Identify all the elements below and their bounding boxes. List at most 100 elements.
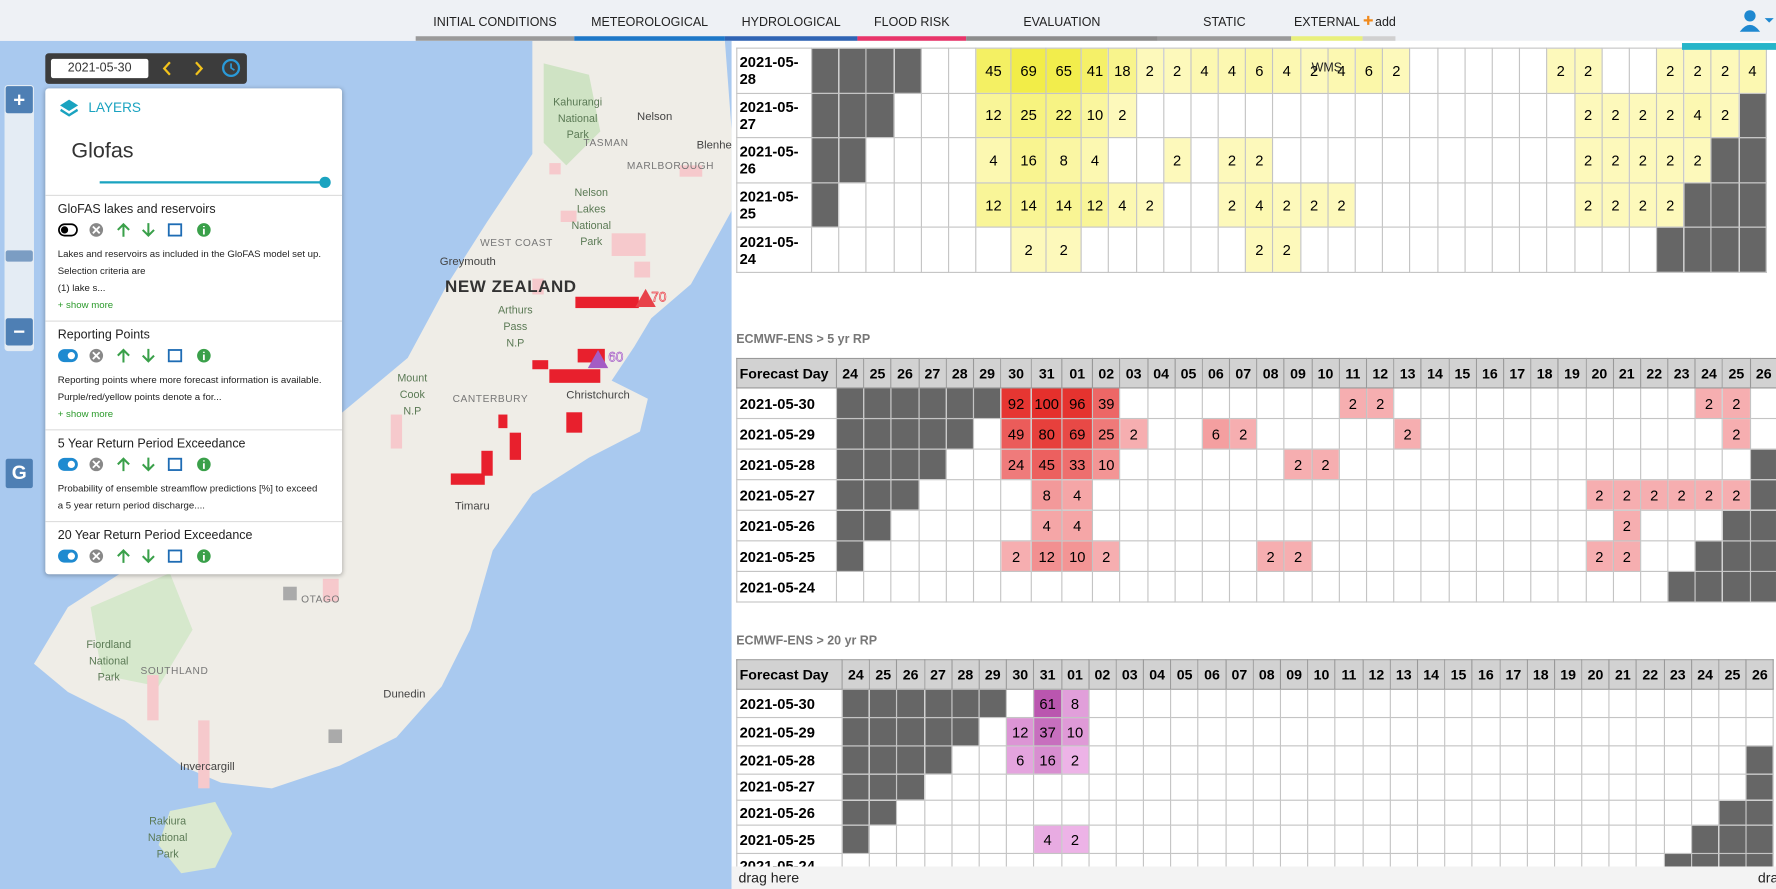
cell [1499, 824, 1528, 855]
cell [1530, 448, 1559, 481]
move-up[interactable] [117, 549, 130, 563]
zoom-in[interactable]: + [5, 86, 33, 114]
show-more[interactable]: + show more [57, 407, 114, 420]
date-input[interactable]: 2021-05-30 [50, 58, 149, 79]
cell [1416, 773, 1446, 801]
cell [945, 509, 975, 542]
nav-tab[interactable]: FLOOD RISK [857, 0, 967, 41]
cell: 2 [1573, 92, 1603, 139]
header-row: Forecast Day 24 25 26 27 28 29 30 31 01 02 03 04 05 06… [736, 659, 1775, 690]
map-label: National [572, 220, 611, 232]
cell [1190, 182, 1219, 229]
cell: 4 [1190, 47, 1219, 94]
zoom-extent[interactable] [167, 223, 183, 237]
nav-tab[interactable]: EXTERNAL WMS [1291, 0, 1363, 75]
nav-tab[interactable]: HYDROLOGICAL [724, 0, 858, 41]
cell [841, 799, 871, 826]
zoom-out[interactable]: − [5, 318, 33, 346]
opacity-slider[interactable] [99, 181, 324, 184]
map-label: Nelson [575, 187, 608, 199]
cell [1088, 799, 1117, 826]
cell [1228, 540, 1258, 572]
cell [951, 688, 980, 719]
cell [1475, 509, 1505, 542]
station-marker[interactable] [587, 349, 609, 369]
slider-knob[interactable] [319, 176, 331, 189]
cell [1416, 716, 1446, 747]
nav-tab[interactable]: METEOROLOGICAL [574, 0, 725, 41]
cell [841, 716, 871, 747]
user-icon[interactable] [1733, 0, 1776, 41]
cell: 2 [1683, 137, 1712, 184]
cell: 4 [1738, 47, 1767, 94]
layer-actions[interactable] [58, 347, 228, 365]
cell: 2 [1722, 417, 1751, 450]
plus [1363, 15, 1373, 25]
station-marker[interactable] [635, 288, 656, 307]
cell [1393, 387, 1422, 420]
zoom-handle[interactable] [5, 250, 33, 262]
cell [945, 540, 975, 572]
cell [1683, 182, 1712, 229]
cell [1365, 570, 1395, 603]
date-controls[interactable] [156, 53, 247, 84]
cell: 4 [1327, 47, 1356, 94]
cell: 2 [1683, 47, 1712, 94]
cell: 2 [1045, 226, 1082, 273]
nav-tab[interactable]: EVALUATION [966, 0, 1158, 41]
drag-handle[interactable]: drag here [1757, 869, 1776, 886]
g-button[interactable]: G [5, 458, 33, 489]
move-up[interactable] [117, 457, 130, 472]
nav-tab[interactable]: add [1362, 0, 1396, 41]
move-down[interactable] [141, 457, 155, 472]
row-date: 2021-05-25 [736, 540, 838, 572]
cell [1420, 387, 1450, 420]
nav-tab[interactable]: STATIC [1157, 0, 1292, 41]
cell [1000, 570, 1032, 603]
cell [1416, 799, 1446, 826]
cell [896, 824, 925, 855]
zoom-extent[interactable] [167, 349, 183, 363]
cell [1365, 540, 1395, 572]
cell [868, 773, 898, 801]
layer-actions[interactable] [58, 547, 228, 565]
zoom-extent[interactable] [167, 457, 183, 471]
cell [1393, 540, 1422, 572]
cell [1174, 570, 1203, 603]
cell [1444, 688, 1473, 719]
layer-actions[interactable] [58, 455, 228, 473]
cell: 6 [1245, 47, 1274, 94]
layer-actions[interactable] [58, 221, 228, 239]
move-up[interactable] [117, 348, 130, 363]
move-up[interactable] [117, 222, 130, 237]
cell [1389, 745, 1419, 775]
move-down[interactable] [141, 348, 155, 363]
cell: 2 [1245, 137, 1274, 184]
zoom-extent[interactable] [167, 549, 183, 563]
cell [1557, 387, 1587, 420]
cell [1382, 137, 1411, 184]
drag-handle[interactable]: drag here [738, 869, 800, 886]
row-date: 2021-05-27 [736, 773, 843, 801]
cell [810, 182, 840, 229]
cell: 2 [1722, 479, 1751, 511]
cell: 2 [1119, 417, 1148, 450]
cell [1382, 182, 1411, 229]
day-header: 23 [1667, 357, 1696, 389]
cell [920, 137, 950, 184]
move-down[interactable] [141, 223, 155, 238]
day-header: 28 [951, 659, 980, 690]
cell [1448, 570, 1477, 603]
cell: 2 [1667, 479, 1696, 511]
cell [947, 137, 977, 184]
move-down[interactable] [141, 549, 155, 564]
cell [1334, 773, 1364, 801]
day-header: 24 [1690, 659, 1720, 690]
cell [1256, 417, 1285, 450]
show-more[interactable]: + show more [57, 299, 114, 311]
cell [951, 799, 980, 826]
cell [1667, 540, 1696, 572]
day-header: 12 [1365, 357, 1395, 389]
cell [918, 570, 947, 603]
nav-tab[interactable]: INITIAL CONDITIONS [415, 0, 575, 41]
